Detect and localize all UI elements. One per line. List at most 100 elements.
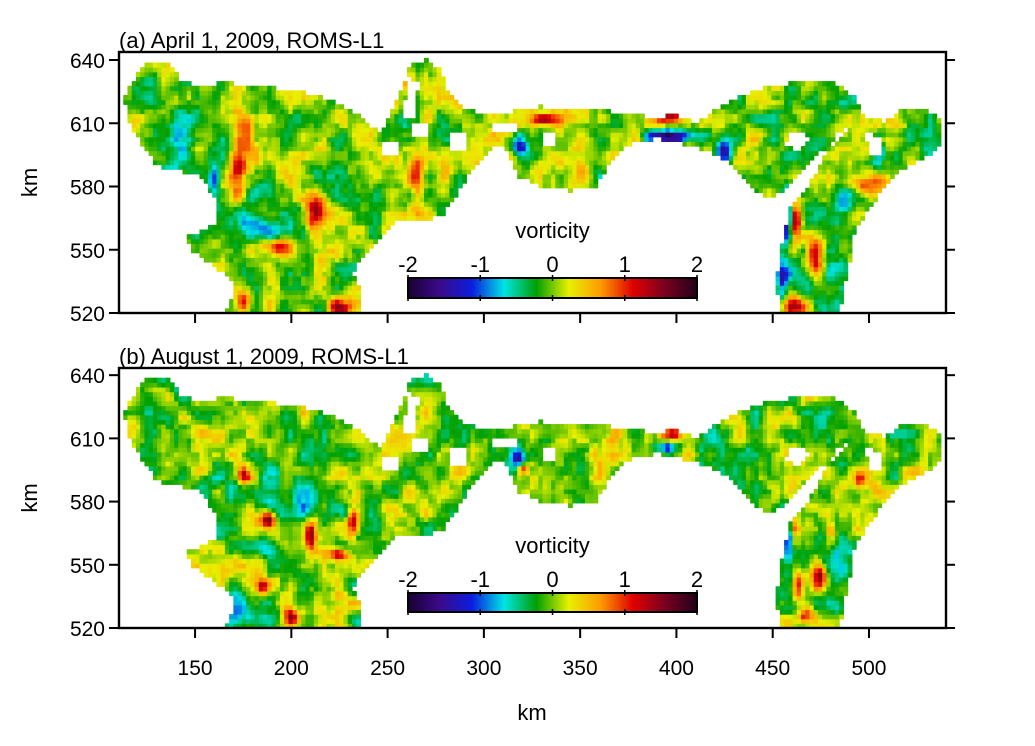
heatmap-cell bbox=[593, 141, 599, 147]
heatmap-cell bbox=[351, 141, 357, 147]
heatmap-cell bbox=[216, 234, 222, 240]
heatmap-cell bbox=[305, 280, 311, 286]
heatmap-cell bbox=[716, 132, 722, 138]
heatmap-cell bbox=[335, 155, 340, 161]
heatmap-cell bbox=[822, 132, 828, 138]
heatmap-cell bbox=[339, 252, 345, 258]
heatmap-cell bbox=[279, 201, 285, 207]
heatmap-cell bbox=[165, 433, 171, 439]
heatmap-cell bbox=[178, 150, 184, 156]
heatmap-cell bbox=[750, 183, 756, 189]
heatmap-cell bbox=[788, 243, 794, 249]
heatmap-cell bbox=[856, 118, 861, 124]
heatmap-cell bbox=[318, 113, 323, 119]
heatmap-cell bbox=[296, 285, 302, 291]
heatmap-cell bbox=[813, 261, 819, 268]
heatmap-cell bbox=[279, 99, 285, 105]
heatmap-cell bbox=[313, 108, 319, 115]
heatmap-cell bbox=[195, 104, 201, 110]
heatmap-cell bbox=[356, 173, 362, 180]
heatmap-cell bbox=[140, 104, 146, 110]
heatmap-cell bbox=[593, 113, 599, 119]
heatmap-cell bbox=[284, 173, 290, 180]
heatmap-cell bbox=[220, 122, 226, 129]
heatmap-cell bbox=[834, 127, 840, 133]
heatmap-cell bbox=[813, 248, 819, 254]
heatmap-cell bbox=[805, 303, 811, 309]
heatmap-cell bbox=[512, 113, 518, 119]
heatmap-cell bbox=[267, 99, 273, 105]
heatmap-cell bbox=[271, 164, 277, 170]
heatmap-cell bbox=[275, 215, 281, 221]
heatmap-cell bbox=[174, 122, 179, 129]
heatmap-cell bbox=[432, 136, 438, 142]
heatmap-cell bbox=[415, 187, 421, 194]
heatmap-cell bbox=[775, 108, 781, 115]
heatmap-cell bbox=[813, 224, 819, 231]
heatmap-cell bbox=[178, 470, 184, 476]
heatmap-cell bbox=[178, 159, 184, 166]
heatmap-cell bbox=[343, 266, 349, 272]
heatmap-cell bbox=[788, 169, 794, 175]
heatmap-cell bbox=[250, 261, 256, 268]
heatmap-cell bbox=[856, 155, 861, 161]
heatmap-cell bbox=[424, 210, 429, 217]
heatmap-cell bbox=[445, 122, 451, 129]
heatmap-cell bbox=[750, 127, 756, 133]
heatmap-cell bbox=[936, 127, 942, 133]
heatmap-cell bbox=[873, 127, 878, 133]
heatmap-cell bbox=[822, 266, 828, 272]
heatmap-cell bbox=[229, 220, 234, 226]
heatmap-cell bbox=[686, 122, 692, 129]
heatmap-cell bbox=[809, 99, 815, 105]
heatmap-cell bbox=[169, 414, 175, 421]
heatmap-cell bbox=[207, 257, 213, 263]
heatmap-cell bbox=[436, 76, 442, 82]
heatmap-cell bbox=[305, 275, 311, 282]
heatmap-cell bbox=[377, 206, 383, 212]
heatmap-cell bbox=[551, 169, 556, 175]
heatmap-cell bbox=[813, 215, 819, 221]
heatmap-cell bbox=[258, 164, 264, 170]
heatmap-cell bbox=[911, 122, 916, 129]
heatmap-cell bbox=[834, 201, 840, 207]
heatmap-cell bbox=[186, 553, 192, 560]
heatmap-cell bbox=[140, 424, 146, 430]
heatmap-cell bbox=[521, 155, 527, 161]
heatmap-cell bbox=[830, 85, 836, 91]
heatmap-cell bbox=[877, 122, 883, 129]
heatmap-cell bbox=[148, 113, 154, 119]
heatmap-cell bbox=[864, 164, 870, 170]
heatmap-cell bbox=[292, 261, 298, 268]
heatmap-cell bbox=[301, 257, 306, 263]
heatmap-cell bbox=[220, 261, 226, 268]
heatmap-cell bbox=[360, 127, 366, 133]
heatmap-cell bbox=[322, 155, 328, 161]
heatmap-cell bbox=[839, 155, 844, 161]
heatmap-cell bbox=[326, 271, 332, 277]
heatmap-cell bbox=[784, 285, 789, 291]
heatmap-cell bbox=[419, 95, 425, 101]
heatmap-cell bbox=[203, 572, 209, 578]
heatmap-cell bbox=[771, 113, 777, 119]
heatmap-cell bbox=[432, 104, 438, 110]
heatmap-cell bbox=[440, 81, 446, 87]
heatmap-cell bbox=[148, 104, 154, 110]
heatmap-cell bbox=[648, 122, 654, 129]
heatmap-cell bbox=[834, 95, 840, 101]
heatmap-cell bbox=[563, 150, 569, 156]
heatmap-cell bbox=[335, 252, 340, 258]
heatmap-cell bbox=[178, 479, 184, 485]
heatmap-cell bbox=[301, 95, 306, 101]
heatmap-cell bbox=[301, 224, 306, 231]
heatmap-cell bbox=[398, 169, 404, 175]
heatmap-cell bbox=[161, 85, 167, 91]
heatmap-cell bbox=[241, 271, 247, 277]
heatmap-cell bbox=[843, 173, 849, 180]
heatmap-cell bbox=[161, 118, 167, 124]
heatmap-cell bbox=[517, 141, 523, 147]
heatmap-cell bbox=[174, 76, 179, 82]
heatmap-cell bbox=[877, 187, 883, 194]
heatmap-cell bbox=[479, 113, 484, 119]
heatmap-cell bbox=[368, 192, 374, 198]
